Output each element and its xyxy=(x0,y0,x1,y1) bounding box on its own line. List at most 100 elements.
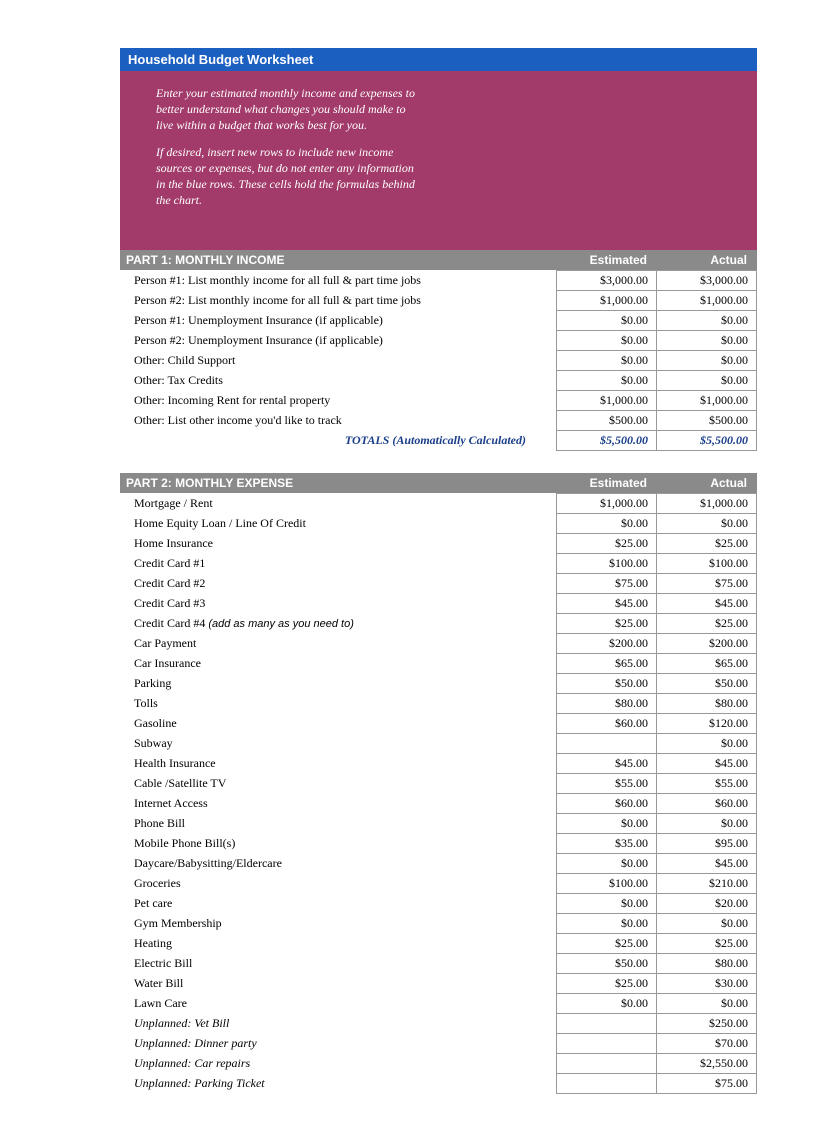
row-label: Other: Tax Credits xyxy=(120,371,557,391)
actual-cell[interactable]: $0.00 xyxy=(657,734,757,754)
actual-cell[interactable]: $0.00 xyxy=(657,371,757,391)
actual-cell[interactable]: $55.00 xyxy=(657,774,757,794)
estimated-cell[interactable]: $75.00 xyxy=(557,574,657,594)
actual-cell[interactable]: $210.00 xyxy=(657,874,757,894)
estimated-cell[interactable]: $25.00 xyxy=(557,974,657,994)
actual-cell[interactable]: $50.00 xyxy=(657,674,757,694)
estimated-cell[interactable]: $25.00 xyxy=(557,934,657,954)
actual-cell[interactable]: $0.00 xyxy=(657,914,757,934)
part1-totals-estimated: $5,500.00 xyxy=(557,431,657,451)
row-label: Credit Card #2 xyxy=(120,574,557,594)
estimated-cell[interactable] xyxy=(557,1034,657,1054)
actual-cell[interactable]: $120.00 xyxy=(657,714,757,734)
table-row: Car Payment$200.00$200.00 xyxy=(120,634,757,654)
estimated-cell[interactable]: $45.00 xyxy=(557,754,657,774)
estimated-cell[interactable]: $60.00 xyxy=(557,794,657,814)
actual-cell[interactable]: $1,000.00 xyxy=(657,391,757,411)
table-row: Pet care$0.00$20.00 xyxy=(120,894,757,914)
actual-cell[interactable]: $200.00 xyxy=(657,634,757,654)
table-row: Lawn Care$0.00$0.00 xyxy=(120,994,757,1014)
estimated-cell[interactable]: $35.00 xyxy=(557,834,657,854)
actual-cell[interactable]: $0.00 xyxy=(657,814,757,834)
estimated-cell[interactable]: $0.00 xyxy=(557,914,657,934)
actual-cell[interactable]: $1,000.00 xyxy=(657,291,757,311)
estimated-cell[interactable]: $50.00 xyxy=(557,674,657,694)
estimated-cell[interactable]: $65.00 xyxy=(557,654,657,674)
estimated-cell[interactable]: $100.00 xyxy=(557,554,657,574)
estimated-cell[interactable]: $0.00 xyxy=(557,854,657,874)
part2-header-estimated: Estimated xyxy=(557,476,657,490)
actual-cell[interactable]: $30.00 xyxy=(657,974,757,994)
estimated-cell[interactable]: $80.00 xyxy=(557,694,657,714)
actual-cell[interactable]: $65.00 xyxy=(657,654,757,674)
row-label: Subway xyxy=(120,734,557,754)
actual-cell[interactable]: $20.00 xyxy=(657,894,757,914)
estimated-cell[interactable]: $0.00 xyxy=(557,351,657,371)
estimated-cell[interactable]: $200.00 xyxy=(557,634,657,654)
actual-cell[interactable]: $75.00 xyxy=(657,574,757,594)
table-row: Phone Bill$0.00$0.00 xyxy=(120,814,757,834)
actual-cell[interactable]: $95.00 xyxy=(657,834,757,854)
actual-cell[interactable]: $45.00 xyxy=(657,854,757,874)
actual-cell[interactable]: $60.00 xyxy=(657,794,757,814)
estimated-cell[interactable]: $0.00 xyxy=(557,371,657,391)
actual-cell[interactable]: $0.00 xyxy=(657,514,757,534)
estimated-cell[interactable]: $55.00 xyxy=(557,774,657,794)
table-row: Other: Incoming Rent for rental property… xyxy=(120,391,757,411)
intro-spacer xyxy=(120,236,757,250)
part1-totals-actual: $5,500.00 xyxy=(657,431,757,451)
row-label: Home Insurance xyxy=(120,534,557,554)
estimated-cell[interactable]: $0.00 xyxy=(557,994,657,1014)
estimated-cell[interactable]: $0.00 xyxy=(557,814,657,834)
actual-cell[interactable]: $500.00 xyxy=(657,411,757,431)
actual-cell[interactable]: $100.00 xyxy=(657,554,757,574)
estimated-cell[interactable] xyxy=(557,1074,657,1094)
table-row: Credit Card #4 (add as many as you need … xyxy=(120,614,757,634)
actual-cell[interactable]: $75.00 xyxy=(657,1074,757,1094)
estimated-cell[interactable]: $500.00 xyxy=(557,411,657,431)
estimated-cell[interactable] xyxy=(557,734,657,754)
table-row: Internet Access$60.00$60.00 xyxy=(120,794,757,814)
estimated-cell[interactable]: $0.00 xyxy=(557,894,657,914)
estimated-cell[interactable]: $0.00 xyxy=(557,514,657,534)
estimated-cell[interactable]: $60.00 xyxy=(557,714,657,734)
actual-cell[interactable]: $0.00 xyxy=(657,351,757,371)
actual-cell[interactable]: $45.00 xyxy=(657,594,757,614)
actual-cell[interactable]: $0.00 xyxy=(657,311,757,331)
row-label: Person #2: List monthly income for all f… xyxy=(120,291,557,311)
row-label: Credit Card #3 xyxy=(120,594,557,614)
estimated-cell[interactable] xyxy=(557,1014,657,1034)
table-row: Cable /Satellite TV$55.00$55.00 xyxy=(120,774,757,794)
table-row: Subway $0.00 xyxy=(120,734,757,754)
row-label: Pet care xyxy=(120,894,557,914)
estimated-cell[interactable]: $0.00 xyxy=(557,311,657,331)
row-label: Water Bill xyxy=(120,974,557,994)
row-label: Parking xyxy=(120,674,557,694)
actual-cell[interactable]: $25.00 xyxy=(657,534,757,554)
row-label: Tolls xyxy=(120,694,557,714)
estimated-cell[interactable]: $1,000.00 xyxy=(557,494,657,514)
estimated-cell[interactable]: $100.00 xyxy=(557,874,657,894)
table-row: Unplanned: Vet Bill $250.00 xyxy=(120,1014,757,1034)
estimated-cell[interactable]: $1,000.00 xyxy=(557,391,657,411)
actual-cell[interactable]: $250.00 xyxy=(657,1014,757,1034)
actual-cell[interactable]: $45.00 xyxy=(657,754,757,774)
actual-cell[interactable]: $80.00 xyxy=(657,954,757,974)
actual-cell[interactable]: $80.00 xyxy=(657,694,757,714)
estimated-cell[interactable]: $1,000.00 xyxy=(557,291,657,311)
estimated-cell[interactable]: $25.00 xyxy=(557,534,657,554)
actual-cell[interactable]: $1,000.00 xyxy=(657,494,757,514)
estimated-cell[interactable]: $25.00 xyxy=(557,614,657,634)
actual-cell[interactable]: $0.00 xyxy=(657,331,757,351)
part1-header: PART 1: MONTHLY INCOME Estimated Actual xyxy=(120,250,757,270)
estimated-cell[interactable]: $50.00 xyxy=(557,954,657,974)
estimated-cell[interactable]: $0.00 xyxy=(557,331,657,351)
estimated-cell[interactable]: $3,000.00 xyxy=(557,271,657,291)
table-row: Person #2: Unemployment Insurance (if ap… xyxy=(120,331,757,351)
actual-cell[interactable]: $0.00 xyxy=(657,994,757,1014)
actual-cell[interactable]: $25.00 xyxy=(657,934,757,954)
actual-cell[interactable]: $25.00 xyxy=(657,614,757,634)
actual-cell[interactable]: $3,000.00 xyxy=(657,271,757,291)
actual-cell[interactable]: $70.00 xyxy=(657,1034,757,1054)
estimated-cell[interactable]: $45.00 xyxy=(557,594,657,614)
